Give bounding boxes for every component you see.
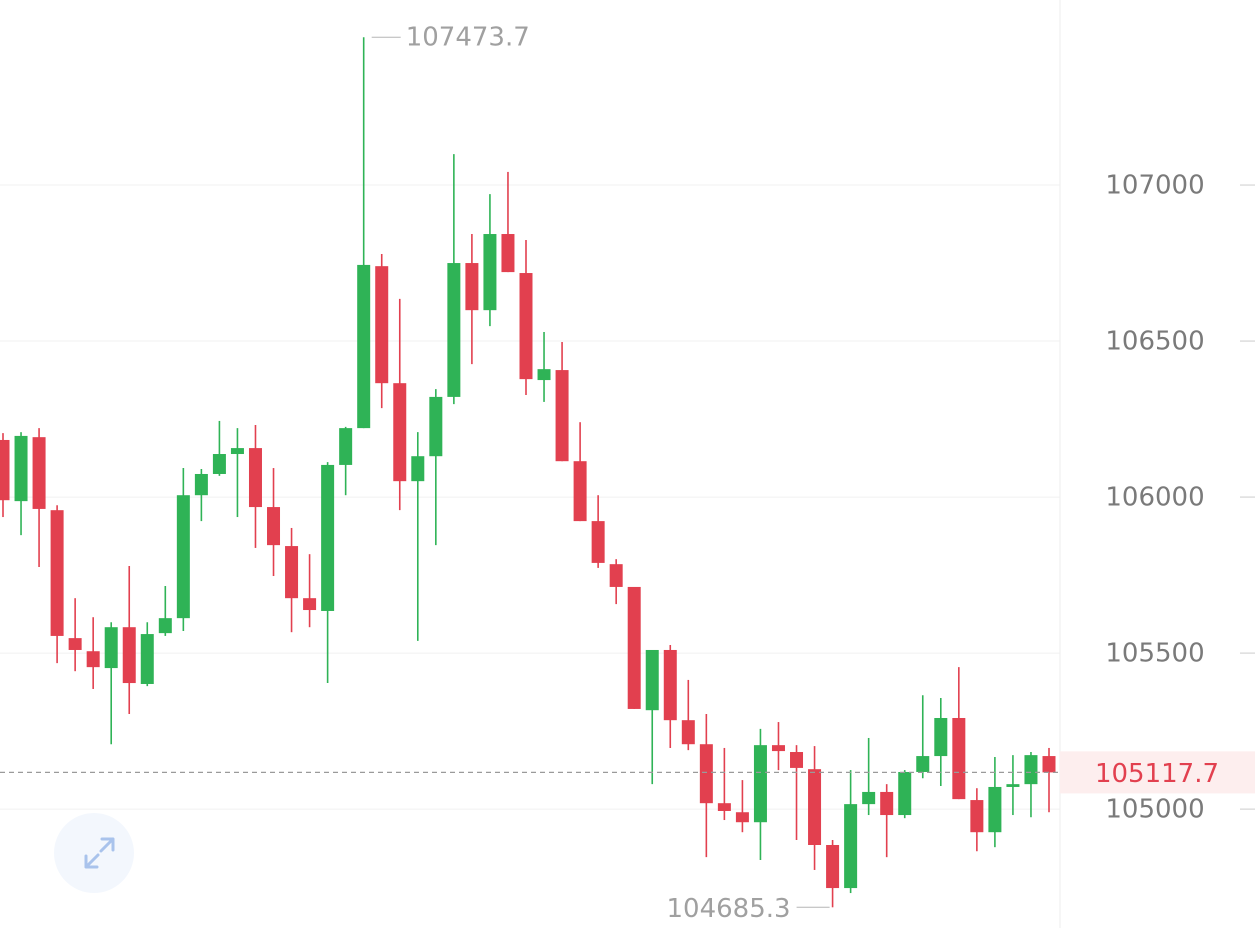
candle-body [339,428,353,465]
candle-body [934,717,948,757]
candle-body [465,263,479,311]
candle-body [988,786,1002,833]
candle-body [555,370,569,462]
candle-body [411,456,425,482]
candle-body [429,396,443,457]
candle-body [735,812,749,823]
candle-body [140,634,154,684]
low-label: 104685.3 [667,894,791,924]
candle-body [826,844,840,889]
candle-body [303,598,317,611]
candle-body [1006,784,1020,787]
candle-body [1042,756,1056,773]
candle-body [32,437,46,509]
candle-body [50,510,64,636]
candle-body [862,791,876,805]
expand-button[interactable] [54,813,134,893]
candle-body [285,546,299,599]
candle-body [267,507,281,546]
candle-body [609,564,623,587]
candles [0,37,1056,908]
candle-body [591,521,605,563]
y-tick-label: 105500 [1105,639,1204,669]
candle-body [158,618,172,634]
y-tick-label: 106000 [1105,483,1204,513]
candle-body [14,435,28,502]
candle-body [916,756,930,772]
candle-body [212,454,226,474]
candle-body [447,263,461,397]
candle-body [952,717,966,800]
candle-body [681,720,695,745]
candle-body [844,804,858,889]
candle-body [699,744,713,804]
candle-body [194,473,208,496]
candle-body [0,439,10,501]
candle-body [753,745,767,823]
y-tick-label: 106500 [1105,327,1204,357]
candle-body [717,803,731,811]
expand-button-bg[interactable] [54,813,134,893]
high-label: 107473.7 [406,23,530,53]
candle-body [86,651,100,668]
candle-body [1024,755,1038,785]
candle-body [375,266,389,384]
candle-body [501,234,515,273]
candle-body [808,769,822,845]
candle-body [230,448,244,455]
candle-body [790,752,804,768]
candle-body [663,649,677,721]
candle-body [393,383,407,482]
candle-body [573,461,587,522]
y-tick-label: 105000 [1105,795,1204,825]
candle-body [357,264,371,429]
candle-body [519,273,533,380]
last-price-box [1060,751,1255,794]
candle-body [898,771,912,816]
candle-body [970,800,984,833]
candle-body [68,638,82,650]
candle-body [122,627,136,684]
candle-body [248,448,262,508]
candle-body [104,627,118,669]
last-price-label: 105117.7 [1095,759,1219,789]
candle-body [627,586,641,709]
candle-body [645,649,659,711]
candle-body [880,791,894,816]
candle-body [321,464,335,611]
candle-body [771,745,785,752]
candle-body [176,495,190,619]
candle-body [537,369,551,381]
expand-icon[interactable] [84,837,115,869]
candle-body [483,234,497,311]
y-tick-label: 107000 [1105,171,1204,201]
